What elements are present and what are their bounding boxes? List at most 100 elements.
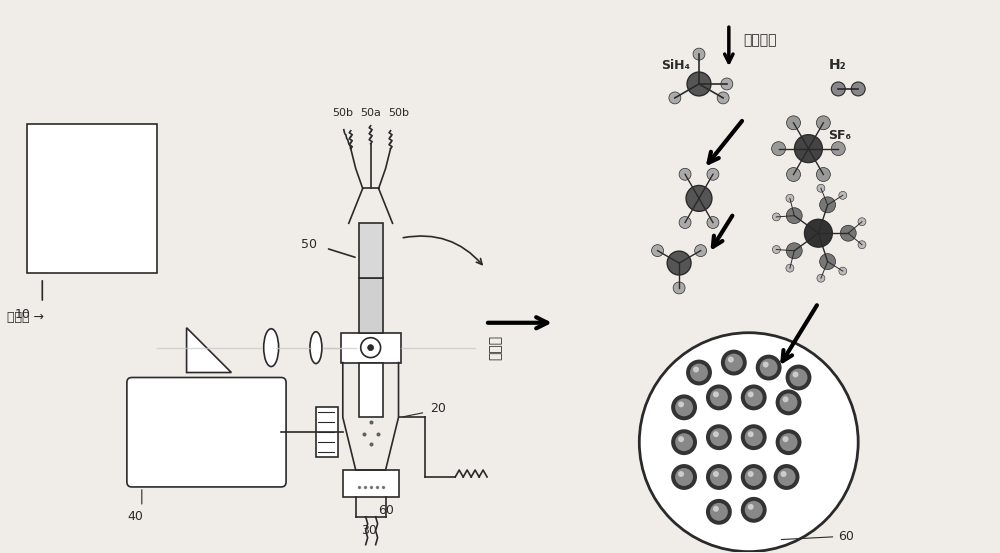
Circle shape [673,282,685,294]
Circle shape [745,501,763,519]
Circle shape [748,392,754,398]
Text: SF₆: SF₆ [828,129,851,142]
Circle shape [760,358,778,377]
Circle shape [774,464,799,490]
Circle shape [772,213,780,221]
Circle shape [693,367,699,373]
Circle shape [707,217,719,228]
Circle shape [793,372,798,378]
Circle shape [679,217,691,228]
Circle shape [831,142,845,155]
Circle shape [763,362,769,368]
Circle shape [678,471,684,477]
Circle shape [748,431,754,437]
Ellipse shape [310,332,322,363]
Text: 50a: 50a [360,108,381,118]
Text: 60: 60 [781,530,854,542]
Text: 10: 10 [14,308,30,321]
Circle shape [745,428,763,446]
Circle shape [679,168,691,180]
Circle shape [786,194,794,202]
Circle shape [816,116,830,130]
Circle shape [851,82,865,96]
Circle shape [669,92,681,104]
Circle shape [678,436,684,442]
Text: 激光束 →: 激光束 → [7,311,44,324]
Bar [359,278,383,333]
Circle shape [675,433,693,451]
Circle shape [710,388,728,406]
Circle shape [686,359,712,385]
Bar [343,470,399,497]
Circle shape [772,142,786,155]
Text: 40: 40 [127,510,143,523]
Circle shape [745,468,763,486]
Circle shape [858,241,866,249]
Circle shape [858,218,866,226]
Circle shape [706,464,732,490]
Circle shape [706,384,732,410]
Circle shape [776,429,801,455]
FancyBboxPatch shape [127,378,286,487]
Circle shape [786,243,802,259]
Circle shape [667,251,691,275]
Text: SiH₄: SiH₄ [661,59,690,72]
Circle shape [707,168,719,180]
Bar [341,333,401,363]
Circle shape [787,116,800,130]
Circle shape [839,191,847,199]
Circle shape [783,436,789,442]
Bar [132,383,281,482]
Circle shape [368,345,374,351]
Circle shape [671,394,697,420]
Circle shape [717,92,729,104]
Circle shape [786,208,802,223]
Circle shape [671,464,697,490]
Circle shape [652,244,664,257]
Circle shape [706,499,732,525]
Circle shape [748,471,754,477]
Text: 50b: 50b [332,108,353,118]
Bar [359,223,383,278]
Circle shape [721,78,733,90]
Circle shape [741,424,767,450]
Polygon shape [187,328,231,373]
Circle shape [675,398,693,416]
Circle shape [780,433,797,451]
Circle shape [725,353,743,372]
Circle shape [787,168,800,181]
Circle shape [840,225,856,241]
Circle shape [639,333,858,551]
Circle shape [710,428,728,446]
Bar [27,124,157,273]
Circle shape [713,471,719,477]
Circle shape [713,506,719,512]
Circle shape [687,72,711,96]
Circle shape [820,197,836,213]
Circle shape [778,468,796,486]
Circle shape [741,384,767,410]
Circle shape [695,244,707,257]
Circle shape [817,184,825,192]
Circle shape [756,354,782,380]
Circle shape [790,368,807,387]
Circle shape [741,497,767,523]
Circle shape [710,468,728,486]
Circle shape [780,393,797,411]
Circle shape [690,363,708,382]
Text: 60: 60 [379,504,394,517]
Circle shape [361,338,381,358]
Circle shape [786,264,794,272]
Circle shape [713,431,719,437]
Circle shape [678,401,684,408]
Text: 20: 20 [430,403,446,415]
Circle shape [741,464,767,490]
Text: 50: 50 [301,238,317,251]
Text: 50b: 50b [388,108,409,118]
Circle shape [693,48,705,60]
Circle shape [839,267,847,275]
Circle shape [675,468,693,486]
Circle shape [728,357,734,363]
Circle shape [748,504,754,510]
Circle shape [781,471,787,477]
